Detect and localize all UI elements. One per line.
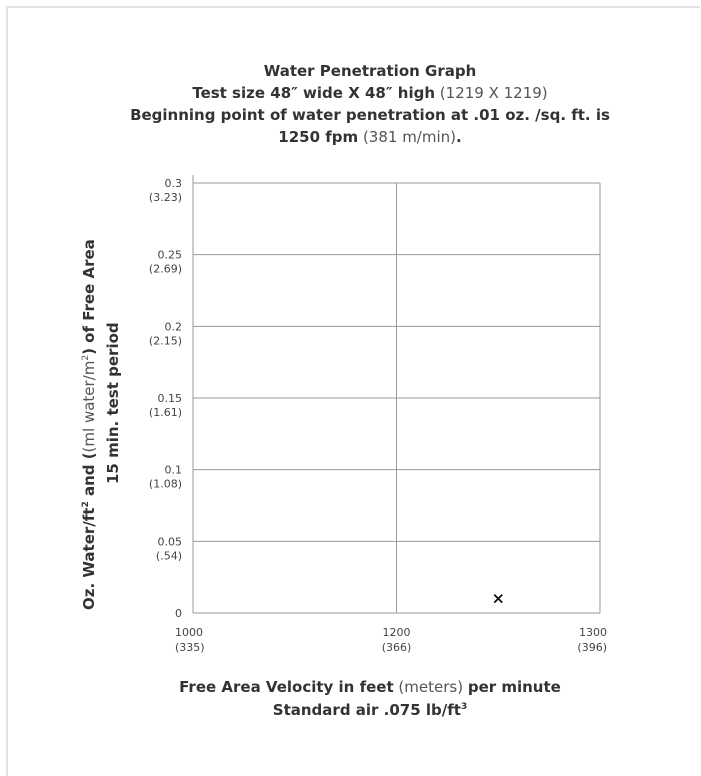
x-axis-label-line2: Standard air .075 lb/ft3 [120,701,620,719]
xlabel-bold: Free Area Velocity in feet [179,678,394,696]
y-tick-sublabel: (.54) [156,549,182,562]
note-bold: 1250 fpm [278,128,359,146]
marker-stroke [493,594,503,604]
y-tick-label: 0.15 [158,392,183,405]
y-tick-sublabel: (2.15) [149,334,182,347]
x-tick-sublabel: (335) [175,641,205,654]
xlabel-sup: 3 [460,702,468,712]
chart-note-line2: 1250 fpm (381 m/min). [60,126,680,148]
subtitle-bold: Test size 48″ wide X 48″ high [192,84,436,102]
y-tick-sublabel: (1.08) [149,478,182,491]
chart-note-line1: Beginning point of water penetration at … [130,106,610,124]
note-normal: (381 m/min) [362,128,456,146]
y-tick-label: 0.2 [165,320,183,333]
data-point-marker [493,594,503,604]
y-tick-sublabel: (3.23) [149,191,182,204]
y-tick-label: 0 [175,607,182,620]
y-tick-label: 0.3 [165,177,183,190]
chart-title: Water Penetration Graph [263,62,477,80]
x-tick-label: 1000 [175,626,203,639]
chart-frame [6,6,700,776]
y-tick-sublabel: (2.69) [149,263,182,276]
xlabel-normal: (meters) [398,678,464,696]
subtitle-normal: (1219 X 1219) [439,84,548,102]
x-tick-sublabel: (366) [382,641,412,654]
y-tick-label: 0.1 [165,464,183,477]
xlabel-line2: Standard air .075 lb/ft [272,701,461,719]
x-tick-label: 1200 [383,626,411,639]
x-tick-sublabel: (396) [577,641,607,654]
y-tick-label: 0.05 [158,535,183,548]
chart-subtitle: Test size 48″ wide X 48″ high (1219 X 12… [60,82,680,104]
y-tick-sublabel: (1.61) [149,406,182,419]
x-axis-label: Free Area Velocity in feet (meters) per … [120,678,620,696]
note-end: . [456,128,462,146]
x-tick-label: 1300 [579,626,607,639]
y-tick-label: 0.25 [158,249,183,262]
xlabel-end: per minute [467,678,561,696]
